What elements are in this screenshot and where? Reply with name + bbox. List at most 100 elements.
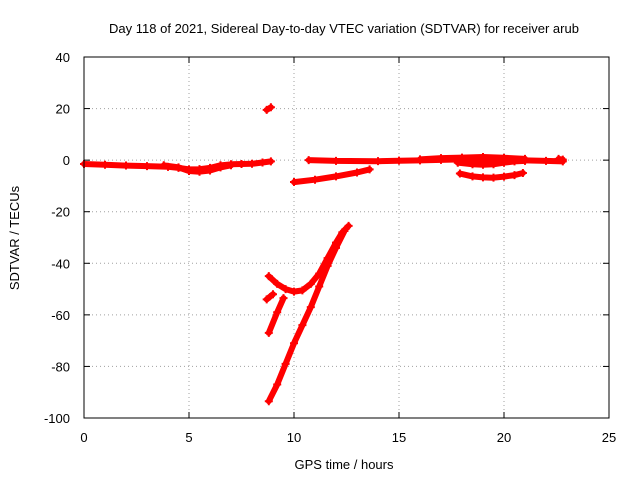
series-arc-4 xyxy=(264,221,353,296)
data-point xyxy=(510,171,519,180)
data-point xyxy=(264,328,273,337)
data-point xyxy=(290,339,298,348)
data-point xyxy=(455,169,464,178)
series-arc-3 xyxy=(262,103,275,114)
data-point xyxy=(479,160,487,169)
data-point xyxy=(518,169,527,178)
data-point xyxy=(479,153,487,162)
data-point xyxy=(264,272,273,281)
data-point xyxy=(479,173,487,182)
x-tick-label: 20 xyxy=(497,430,511,445)
data-point xyxy=(216,163,225,172)
data-point xyxy=(416,155,424,164)
x-tick-label: 25 xyxy=(602,430,616,445)
series-line xyxy=(265,228,348,405)
data-point xyxy=(298,321,307,330)
data-series xyxy=(80,103,567,406)
data-point xyxy=(374,157,382,166)
chart-title: Day 118 of 2021, Sidereal Day-to-day VTE… xyxy=(109,21,579,36)
y-tick-label: -80 xyxy=(51,359,70,374)
y-tick-label: 0 xyxy=(63,153,70,168)
data-point xyxy=(281,359,290,368)
data-point xyxy=(558,155,567,164)
data-point xyxy=(365,165,374,174)
y-tick-label: 40 xyxy=(56,50,70,65)
data-point xyxy=(315,282,324,291)
data-point xyxy=(306,303,315,312)
data-point xyxy=(273,308,282,317)
data-point xyxy=(489,173,498,182)
data-point xyxy=(273,279,282,288)
data-point xyxy=(453,158,462,167)
data-point xyxy=(500,172,508,181)
data-point xyxy=(332,156,340,165)
grid-lines xyxy=(84,57,609,418)
axis-ticks: 0 5 10 15 20 25 40 20 0 -20 -40 -60 -80 -100 xyxy=(44,50,616,445)
data-point xyxy=(521,156,529,165)
series-line xyxy=(291,166,373,186)
data-point xyxy=(122,161,130,170)
data-point xyxy=(542,156,550,165)
data-point xyxy=(195,167,204,176)
data-point xyxy=(395,156,403,165)
series-arc-11 xyxy=(453,156,529,169)
series-arc-12 xyxy=(455,169,527,182)
data-point xyxy=(237,160,246,169)
data-point xyxy=(500,158,508,167)
data-point xyxy=(489,160,498,169)
series-line xyxy=(265,295,287,336)
data-point xyxy=(281,285,290,294)
x-tick-label: 0 xyxy=(80,430,87,445)
data-point xyxy=(185,166,193,175)
data-point xyxy=(262,295,271,304)
data-point xyxy=(266,157,275,166)
data-point xyxy=(340,227,349,236)
y-tick-label: -100 xyxy=(44,411,70,426)
data-point xyxy=(101,160,109,169)
data-point xyxy=(304,156,313,165)
data-point xyxy=(262,105,271,114)
series-arc-7 xyxy=(264,227,349,406)
x-tick-label: 5 xyxy=(185,430,192,445)
y-tick-label: -40 xyxy=(51,256,70,271)
data-point xyxy=(437,154,445,163)
data-point xyxy=(298,286,307,295)
data-point xyxy=(306,279,315,288)
series-arc-13 xyxy=(554,154,567,164)
y-tick-label: -20 xyxy=(51,205,70,220)
y-tick-label: -60 xyxy=(51,308,70,323)
series-arc-6 xyxy=(264,294,288,337)
data-point xyxy=(264,397,273,406)
data-point xyxy=(311,175,319,184)
data-point xyxy=(510,157,519,166)
data-point xyxy=(266,103,275,112)
data-point xyxy=(290,287,298,296)
series-arc-2 xyxy=(159,161,235,176)
data-point xyxy=(290,178,298,187)
series-arc-5 xyxy=(262,290,277,304)
data-point xyxy=(143,162,151,171)
x-axis-label: GPS time / hours xyxy=(295,457,394,472)
data-point xyxy=(159,161,168,170)
data-point xyxy=(468,160,477,169)
x-tick-label: 10 xyxy=(287,430,301,445)
series-line xyxy=(265,222,352,295)
data-point xyxy=(258,158,267,167)
data-point xyxy=(206,166,214,175)
series-arc-8 xyxy=(290,165,374,187)
data-point xyxy=(353,168,361,177)
data-point xyxy=(468,172,477,181)
plot-frame xyxy=(83,56,610,419)
data-point xyxy=(323,261,332,270)
data-point xyxy=(332,243,340,252)
data-point xyxy=(332,172,340,181)
data-point xyxy=(269,290,277,299)
data-point xyxy=(174,163,183,172)
x-tick-label: 15 xyxy=(392,430,406,445)
data-point xyxy=(248,159,256,168)
data-point xyxy=(273,380,282,389)
y-tick-label: 20 xyxy=(56,102,70,117)
data-point xyxy=(279,294,288,303)
data-point xyxy=(227,161,235,170)
